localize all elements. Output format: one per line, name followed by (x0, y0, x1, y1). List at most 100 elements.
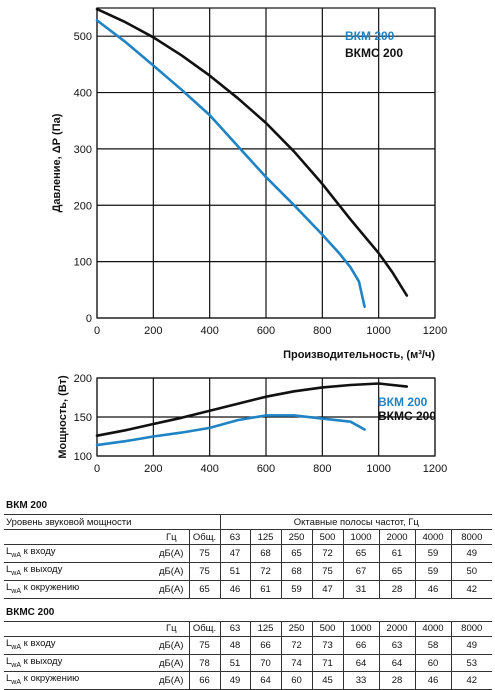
y-axis-title: Мощность, (Вт) (57, 375, 69, 459)
x-tick-label: 1000 (366, 463, 390, 475)
band-header: 125 (249, 620, 281, 637)
noise-table-vkms: Гц Общ. 63 125 250 500 1000 2000 4000 80… (4, 620, 492, 690)
value-cell: 59 (280, 579, 313, 599)
band-header: 500 (311, 529, 344, 545)
y-tick-label: 100 (74, 257, 92, 269)
x-tick-label: 0 (94, 325, 100, 337)
row-label: LwA к выходу (4, 653, 154, 672)
y-tick-label: 150 (74, 412, 92, 424)
value-cell: 42 (450, 579, 493, 599)
band-header: 1000 (342, 529, 380, 545)
band-header: 4000 (414, 529, 452, 545)
table-title: ВКМ 200 (6, 500, 48, 511)
value-cell: 63 (378, 635, 415, 655)
table-row: LwA к выходу дБ(А) 75 51 72 68 75 67 65 59 50 (4, 561, 493, 581)
value-cell: 64 (378, 653, 415, 672)
series-line-vkms200 (95, 7, 409, 297)
value-cell: 61 (249, 579, 282, 599)
row-label: LwA к входу (4, 635, 154, 655)
value-cell: 65 (378, 561, 416, 581)
table-row: LwA к окружению дБ(А) 65 46 61 59 47 31 28 46 42 (4, 579, 493, 599)
y-tick-label: 200 (74, 373, 92, 385)
x-tick-label: 0 (94, 463, 100, 475)
x-tick-label: 800 (313, 463, 331, 475)
value-cell: 78 (188, 653, 220, 672)
value-cell: 46 (219, 579, 251, 599)
series-line-vkms200 (95, 382, 409, 437)
value-cell: 74 (280, 653, 312, 672)
legend-label: ВКМС 200 (345, 46, 403, 60)
value-cell: 70 (249, 653, 281, 672)
value-cell: 72 (280, 635, 312, 655)
band-header: 500 (311, 620, 343, 637)
y-tick-label: 300 (74, 144, 92, 156)
value-cell: 28 (378, 671, 415, 690)
x-tick-label: 200 (144, 463, 162, 475)
band-header: 125 (249, 529, 282, 545)
legend-label: ВКМ 200 (378, 395, 428, 409)
value-cell: 65 (342, 544, 380, 563)
row-label: LwA к окружению (4, 579, 154, 599)
value-cell: 66 (188, 671, 220, 690)
value-cell: 50 (450, 561, 493, 581)
x-tick-label: 600 (257, 463, 275, 475)
y-tick-label: 400 (74, 88, 92, 100)
value-cell: 53 (450, 653, 492, 672)
band-header: 63 (219, 620, 250, 637)
band-header: 2000 (378, 529, 416, 545)
y-tick-label: 0 (86, 313, 92, 325)
value-cell: 64 (249, 671, 281, 690)
row-label: LwA к окружению (4, 671, 154, 690)
row-label: LwA к выходу (4, 561, 154, 581)
noise-table-vkm: Уровень звуковой мощности Октавные полос… (4, 514, 493, 599)
value-cell: 72 (311, 544, 344, 563)
overall-header: Общ. (188, 620, 220, 637)
value-cell: 46 (414, 579, 452, 599)
value-cell: 73 (311, 635, 343, 655)
value-cell: 58 (414, 635, 451, 655)
x-tick-label: 800 (313, 325, 331, 337)
noise-tables: ВКМ 200 Уровень звуковой мощности Октавн… (4, 500, 493, 690)
value-cell: 75 (188, 544, 221, 563)
table-title: ВКМС 200 (6, 606, 55, 618)
table-row: LwA к окружению дБ(А) 66 49 64 60 45 33 28 46 42 (4, 671, 492, 690)
charts: 0 200 400 600 800 1000 12000100200300400500Дав… (51, 7, 447, 475)
value-cell: 46 (414, 671, 451, 690)
value-cell: 59 (414, 561, 452, 581)
table-row: LwA к выходу дБ(А) 78 51 70 74 71 64 64 60 53 (4, 653, 492, 672)
units-header: Гц (154, 620, 189, 637)
x-tick-label: 600 (257, 325, 275, 337)
band-header: 2000 (378, 620, 415, 637)
legend-label: ВКМ 200 (345, 29, 395, 43)
band-header: 8000 (450, 529, 493, 545)
legend-label: ВКМС 200 (378, 409, 436, 423)
table-caption: Уровень звуковой мощности (4, 514, 221, 530)
row-label: LwA к входу (4, 544, 154, 563)
band-header: 8000 (450, 620, 492, 637)
x-tick-label: 1200 (423, 325, 447, 337)
value-cell: 49 (450, 635, 492, 655)
band-header: 4000 (414, 620, 451, 637)
value-cell: 33 (342, 671, 379, 690)
table-row: LwA к входу дБ(А) 75 48 66 72 73 66 63 58 49 (4, 635, 492, 655)
x-tick-label: 400 (200, 463, 218, 475)
y-axis-title: Давление, ΔР (Па) (51, 113, 63, 212)
x-tick-label: 1200 (423, 463, 447, 475)
pressure-chart: 0 200 400 600 800 1000 1200 0 100 200 300 400 500 Дав… (51, 7, 447, 361)
unit-cell: дБ(А) (154, 671, 189, 690)
band-header: 63 (219, 529, 251, 545)
unit-cell: дБ(А) (154, 579, 189, 599)
value-cell: 64 (342, 653, 379, 672)
value-cell: 68 (280, 561, 313, 581)
value-cell: 28 (378, 579, 416, 599)
value-cell: 66 (342, 635, 379, 655)
x-tick-label: 400 (200, 325, 218, 337)
unit-cell: дБ(А) (154, 635, 189, 655)
value-cell: 66 (249, 635, 281, 655)
value-cell: 72 (249, 561, 282, 581)
value-cell: 60 (414, 653, 451, 672)
value-cell: 75 (188, 561, 221, 581)
value-cell: 45 (311, 671, 343, 690)
unit-cell: дБ(А) (154, 653, 189, 672)
value-cell: 65 (280, 544, 313, 563)
